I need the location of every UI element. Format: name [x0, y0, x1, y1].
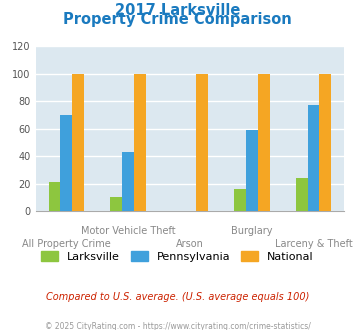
- Text: Burglary: Burglary: [231, 226, 272, 236]
- Bar: [72, 74, 84, 211]
- Text: © 2025 CityRating.com - https://www.cityrating.com/crime-statistics/: © 2025 CityRating.com - https://www.city…: [45, 322, 310, 330]
- Text: Compared to U.S. average. (U.S. average equals 100): Compared to U.S. average. (U.S. average …: [46, 292, 309, 302]
- Bar: [122, 152, 134, 211]
- Bar: [246, 130, 258, 211]
- Bar: [296, 178, 307, 211]
- Text: Larceny & Theft: Larceny & Theft: [274, 239, 353, 249]
- Text: Property Crime Comparison: Property Crime Comparison: [63, 12, 292, 26]
- Text: All Property Crime: All Property Crime: [22, 239, 111, 249]
- Legend: Larksville, Pennsylvania, National: Larksville, Pennsylvania, National: [37, 247, 318, 267]
- Bar: [110, 197, 122, 211]
- Bar: [320, 74, 331, 211]
- Bar: [134, 74, 146, 211]
- Bar: [234, 189, 246, 211]
- Text: Arson: Arson: [176, 239, 204, 249]
- Bar: [196, 74, 208, 211]
- Bar: [60, 115, 72, 211]
- Text: Motor Vehicle Theft: Motor Vehicle Theft: [81, 226, 175, 236]
- Bar: [49, 182, 60, 211]
- Bar: [258, 74, 269, 211]
- Text: 2017 Larksville: 2017 Larksville: [115, 3, 240, 18]
- Bar: [307, 105, 320, 211]
